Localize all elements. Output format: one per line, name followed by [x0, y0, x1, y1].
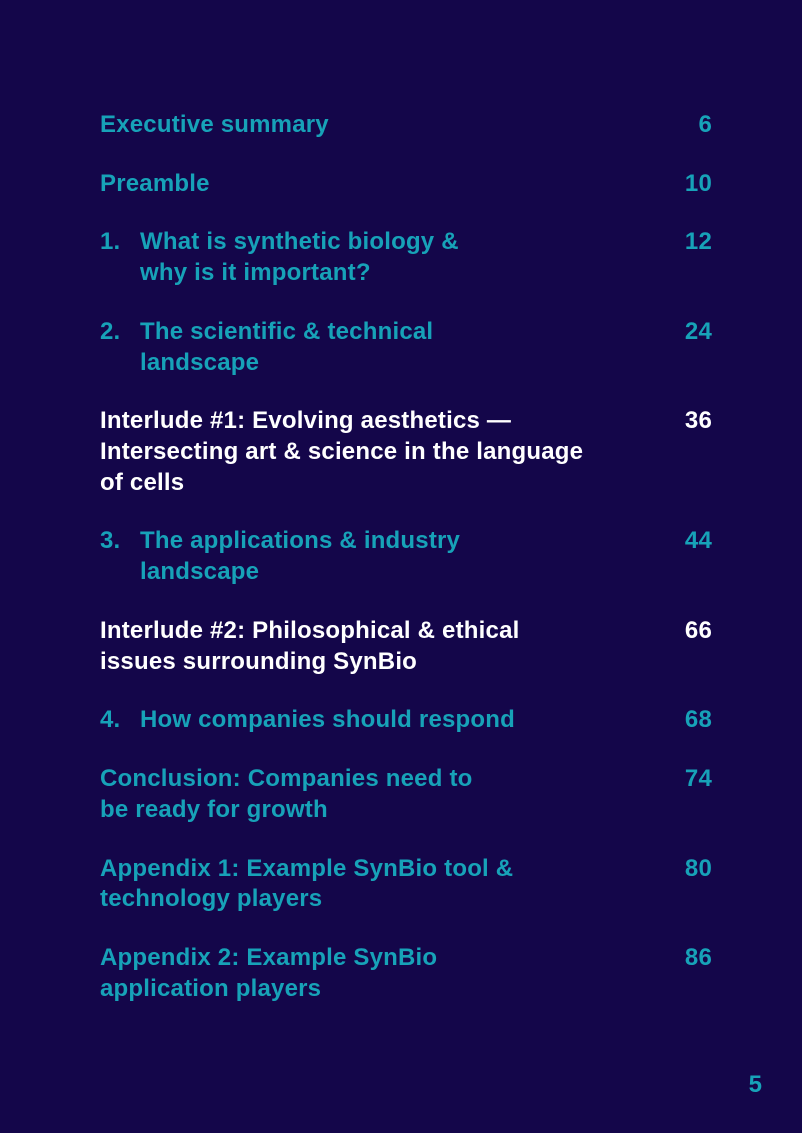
toc-entry-title: 1. What is synthetic biology & why is it… — [100, 227, 664, 288]
toc-entry-page: 36 — [664, 406, 712, 437]
toc-entry-title: 4. How companies should respond — [100, 705, 664, 736]
toc-entry-text: Interlude #1: Evolving aesthetics — Inte… — [100, 406, 600, 498]
toc-entry[interactable]: Appendix 2: Example SynBio application p… — [100, 943, 712, 1004]
toc-entry-title: Preamble — [100, 169, 664, 200]
toc-entry-title: Appendix 1: Example SynBio tool & techno… — [100, 854, 664, 915]
toc-entry-number: 3. — [100, 526, 140, 557]
toc-entry-number: 2. — [100, 317, 140, 348]
toc-entry-title: Interlude #2: Philosophical & ethical is… — [100, 616, 664, 677]
toc-entry-page: 6 — [664, 110, 712, 141]
toc-entry[interactable]: Executive summary 6 — [100, 110, 712, 141]
toc-entry-page: 86 — [664, 943, 712, 974]
toc-entry[interactable]: Interlude #2: Philosophical & ethical is… — [100, 616, 712, 677]
toc-entry-text: Appendix 1: Example SynBio tool & techno… — [100, 854, 520, 915]
toc-entry-number: 1. — [100, 227, 140, 258]
toc-entry-text: What is synthetic biology & why is it im… — [140, 227, 500, 288]
toc-entry-title: Interlude #1: Evolving aesthetics — Inte… — [100, 406, 664, 498]
toc-entry-text: Preamble — [100, 169, 210, 200]
toc-entry-page: 24 — [664, 317, 712, 348]
toc-entry-text: The applications & industry landscape — [140, 526, 500, 587]
toc-entry-text: The scientific & technical landscape — [140, 317, 500, 378]
toc-entry-title: Executive summary — [100, 110, 664, 141]
toc-entry-page: 12 — [664, 227, 712, 258]
toc-entry-title: Conclusion: Companies need to be ready f… — [100, 764, 664, 825]
toc-entry[interactable]: 2. The scientific & technical landscape … — [100, 317, 712, 378]
toc-entry[interactable]: Preamble 10 — [100, 169, 712, 200]
toc-entry-page: 74 — [664, 764, 712, 795]
page-number: 5 — [749, 1071, 762, 1099]
toc-entry-page: 66 — [664, 616, 712, 647]
toc-entry-page: 68 — [664, 705, 712, 736]
toc-entry[interactable]: Conclusion: Companies need to be ready f… — [100, 764, 712, 825]
toc-entry-text: Interlude #2: Philosophical & ethical is… — [100, 616, 580, 677]
toc-entry-title: 3. The applications & industry landscape — [100, 526, 664, 587]
toc-entry-text: Appendix 2: Example SynBio application p… — [100, 943, 520, 1004]
toc-entry[interactable]: Interlude #1: Evolving aesthetics — Inte… — [100, 406, 712, 498]
toc-entry[interactable]: 3. The applications & industry landscape… — [100, 526, 712, 587]
toc-entry-text: Executive summary — [100, 110, 329, 141]
toc-entry[interactable]: 1. What is synthetic biology & why is it… — [100, 227, 712, 288]
toc-entry-number: 4. — [100, 705, 140, 736]
toc-entry-page: 44 — [664, 526, 712, 557]
toc-entry[interactable]: Appendix 1: Example SynBio tool & techno… — [100, 854, 712, 915]
toc-entry-text: How companies should respond — [140, 705, 515, 736]
toc-entry-title: Appendix 2: Example SynBio application p… — [100, 943, 664, 1004]
toc-entry-page: 80 — [664, 854, 712, 885]
toc-entry[interactable]: 4. How companies should respond 68 — [100, 705, 712, 736]
toc-entry-page: 10 — [664, 169, 712, 200]
toc-entry-text: Conclusion: Companies need to be ready f… — [100, 764, 480, 825]
toc-entry-title: 2. The scientific & technical landscape — [100, 317, 664, 378]
toc-page: Executive summary 6 Preamble 10 1. What … — [0, 0, 802, 1004]
